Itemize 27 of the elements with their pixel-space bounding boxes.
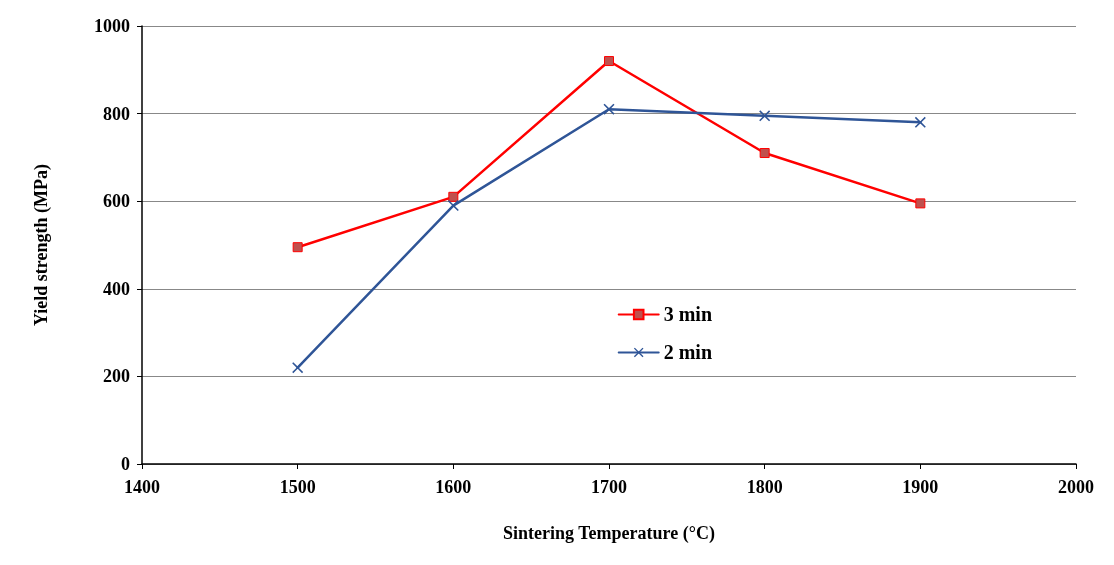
point [292, 242, 303, 253]
y-axis-title: Yield strength (MPa) [31, 164, 52, 326]
legend-label: 2 min [663, 341, 713, 364]
point [759, 148, 770, 159]
y-tick-label: 200 [103, 366, 130, 387]
point [448, 191, 459, 202]
y-tick-label: 600 [103, 191, 130, 212]
y-tick-label: 1000 [94, 16, 130, 36]
point [915, 198, 926, 209]
point [447, 200, 459, 212]
y-tick-label: 800 [103, 103, 130, 124]
x-tick-label: 1400 [124, 477, 160, 497]
point [604, 56, 614, 67]
x-tick-label: 1700 [591, 477, 627, 497]
x-tick-label: 1800 [746, 477, 783, 497]
x-axis-title: Sintering Temperature (°C) [503, 523, 715, 544]
point [914, 116, 926, 128]
y-tick-label: 400 [103, 278, 130, 299]
point [292, 362, 304, 374]
y-tick-label: 0 [121, 454, 130, 474]
x-tick-label: 1600 [435, 477, 472, 497]
x-tick-label: 2000 [1058, 477, 1094, 497]
point [759, 110, 771, 122]
legend-label: 3 min [663, 303, 713, 326]
x-tick-label: 1900 [902, 477, 939, 497]
point [603, 103, 615, 115]
x-tick-label: 1500 [279, 477, 316, 497]
